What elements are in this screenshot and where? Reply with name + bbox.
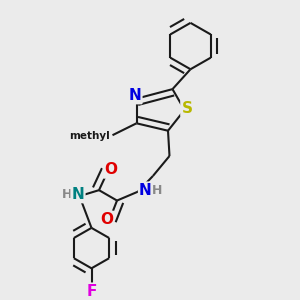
Text: N: N [72, 187, 84, 202]
Text: methyl: methyl [69, 131, 110, 141]
Text: H: H [62, 188, 73, 201]
Text: S: S [182, 101, 192, 116]
Text: N: N [129, 88, 141, 103]
Text: O: O [100, 212, 113, 227]
Text: F: F [86, 284, 97, 299]
Text: H: H [152, 184, 163, 197]
Text: O: O [104, 163, 117, 178]
Text: N: N [139, 183, 152, 198]
